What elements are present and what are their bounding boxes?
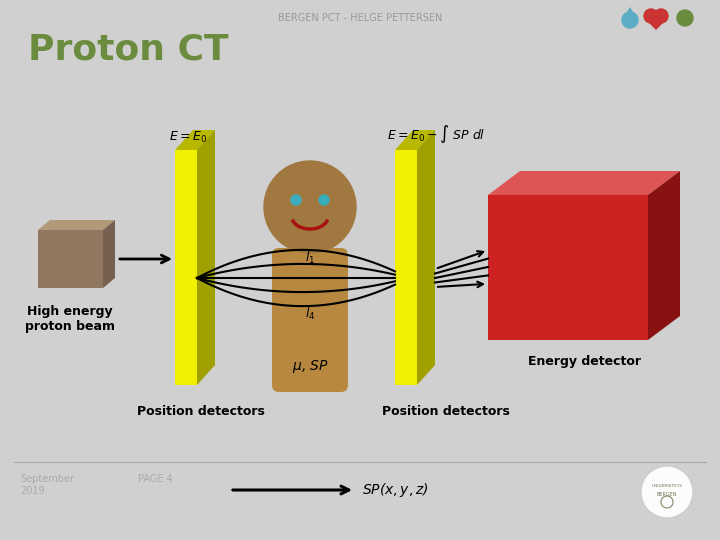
Polygon shape xyxy=(488,171,680,195)
Text: Proton CT: Proton CT xyxy=(28,33,229,67)
Text: UNIVERSITETS: UNIVERSITETS xyxy=(652,484,683,488)
Circle shape xyxy=(264,161,356,253)
Text: $E = E_0 - \int$ SP d$l$: $E = E_0 - \int$ SP d$l$ xyxy=(387,123,485,145)
Polygon shape xyxy=(38,230,103,288)
Polygon shape xyxy=(417,130,435,385)
Polygon shape xyxy=(648,171,680,340)
Text: $\mu$, SP: $\mu$, SP xyxy=(292,358,328,375)
Circle shape xyxy=(677,10,693,26)
Text: Position detectors: Position detectors xyxy=(382,405,510,418)
Polygon shape xyxy=(103,220,115,288)
Polygon shape xyxy=(197,130,215,385)
Text: September
2019: September 2019 xyxy=(20,474,74,496)
Circle shape xyxy=(622,12,638,28)
Circle shape xyxy=(644,9,658,23)
Text: $l_1$: $l_1$ xyxy=(305,250,315,266)
Text: High energy
proton beam: High energy proton beam xyxy=(25,305,115,333)
Circle shape xyxy=(319,195,329,205)
Polygon shape xyxy=(645,19,667,30)
Text: BERGEN PCT - HELGE PETTERSEN: BERGEN PCT - HELGE PETTERSEN xyxy=(278,13,442,23)
FancyBboxPatch shape xyxy=(272,248,348,392)
Polygon shape xyxy=(395,150,417,385)
Text: $E = E_0$: $E = E_0$ xyxy=(169,130,207,145)
Polygon shape xyxy=(622,7,638,20)
Text: Energy detector: Energy detector xyxy=(528,355,641,368)
Polygon shape xyxy=(395,130,435,150)
Circle shape xyxy=(291,195,301,205)
Text: Position detectors: Position detectors xyxy=(137,405,265,418)
Text: PAGE 4: PAGE 4 xyxy=(138,474,173,484)
Text: BERGEN: BERGEN xyxy=(657,491,678,496)
Text: SP($x, y, z$): SP($x, y, z$) xyxy=(362,481,428,499)
Polygon shape xyxy=(488,195,648,340)
Circle shape xyxy=(654,9,668,23)
Polygon shape xyxy=(38,220,115,230)
Polygon shape xyxy=(175,130,215,150)
Polygon shape xyxy=(175,150,197,385)
Circle shape xyxy=(641,466,693,518)
Text: $l_4$: $l_4$ xyxy=(305,306,315,322)
